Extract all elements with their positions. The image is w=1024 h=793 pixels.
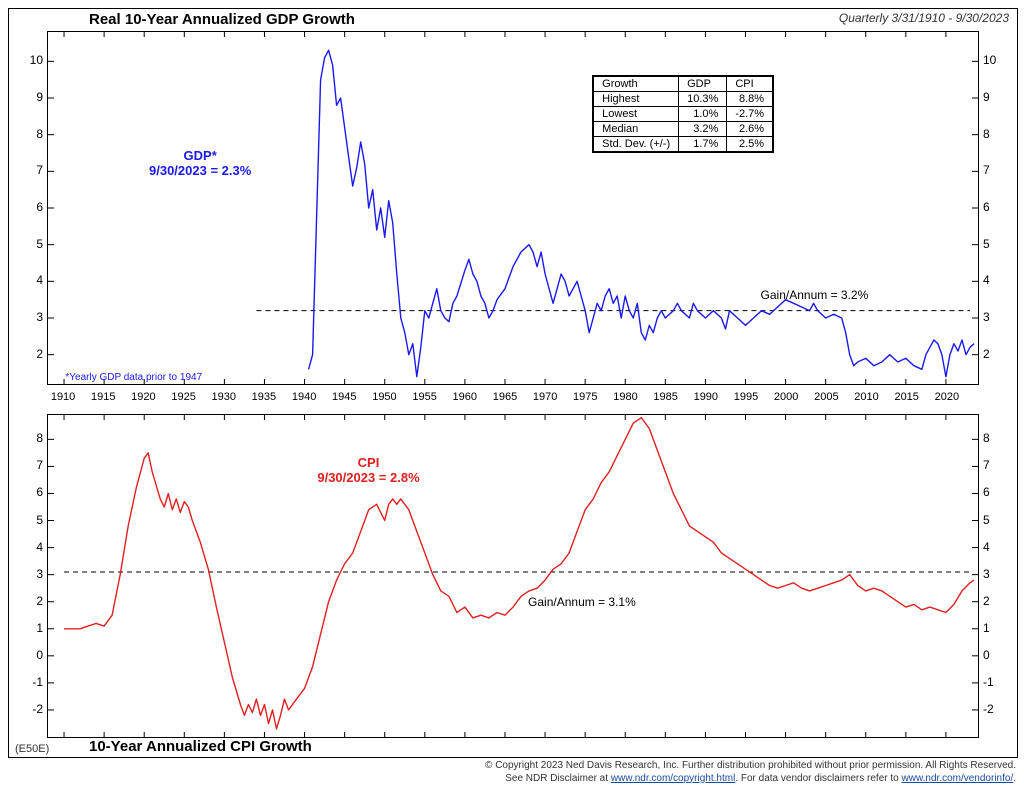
x-tick-label: 2020 xyxy=(935,391,959,403)
cpi-series-label: CPI9/30/2023 = 2.8% xyxy=(317,455,419,485)
y-tick-label: 2 xyxy=(983,594,1013,608)
x-tick-label: 1980 xyxy=(613,391,637,403)
x-tick-label: 1915 xyxy=(91,391,115,403)
copyright-line2b: . For data vendor disclaimers refer to xyxy=(735,773,901,784)
y-tick-label: 6 xyxy=(983,485,1013,499)
y-tick-label: 5 xyxy=(13,513,43,527)
y-tick-label: 8 xyxy=(983,127,1013,141)
x-tick-label: 1955 xyxy=(412,391,436,403)
chart-frame: Quarterly 3/31/1910 - 9/30/2023 Real 10-… xyxy=(8,8,1018,758)
y-tick-label: 4 xyxy=(13,273,43,287)
y-tick-label: 1 xyxy=(983,621,1013,635)
x-tick-label: 1970 xyxy=(533,391,557,403)
y-tick-label: 8 xyxy=(983,431,1013,445)
y-tick-label: 2 xyxy=(13,347,43,361)
x-tick-label: 1945 xyxy=(332,391,356,403)
y-tick-label: 3 xyxy=(13,567,43,581)
y-tick-label: -2 xyxy=(983,702,1013,716)
stats-table: GrowthGDPCPIHighest10.3%8.8%Lowest1.0%-2… xyxy=(592,75,774,153)
vendor-link[interactable]: www.ndr.com/vendorinfo/ xyxy=(902,773,1014,784)
y-tick-label: 2 xyxy=(13,594,43,608)
y-tick-label: 2 xyxy=(983,347,1013,361)
x-tick-label: 1930 xyxy=(212,391,236,403)
y-tick-label: 3 xyxy=(13,310,43,324)
gdp-panel xyxy=(47,31,979,385)
y-tick-label: -2 xyxy=(13,702,43,716)
cpi-panel xyxy=(47,414,979,738)
disclaimer-link[interactable]: www.ndr.com/copyright.html xyxy=(611,773,736,784)
y-tick-label: 9 xyxy=(13,90,43,104)
x-tick-label: 1940 xyxy=(292,391,316,403)
x-tick-label: 1960 xyxy=(453,391,477,403)
y-tick-label: 7 xyxy=(13,458,43,472)
shared-x-axis: 1910 1915 1920 1925 1930 1935 1940 1945 1950 1955… xyxy=(47,385,979,411)
top-panel-title: Real 10-Year Annualized GDP Growth xyxy=(89,11,355,28)
y-tick-label: -1 xyxy=(13,675,43,689)
y-tick-label: 0 xyxy=(983,648,1013,662)
stats-row: Std. Dev. (+/-)1.7%2.5% xyxy=(594,137,773,152)
x-tick-label: 1935 xyxy=(252,391,276,403)
x-tick-label: 1990 xyxy=(694,391,718,403)
y-tick-label: 7 xyxy=(983,458,1013,472)
y-tick-label: 6 xyxy=(13,485,43,499)
y-tick-label: 4 xyxy=(983,540,1013,554)
y-tick-label: 8 xyxy=(13,127,43,141)
copyright-line2a: See NDR Disclaimer at xyxy=(505,773,611,784)
x-tick-label: 1910 xyxy=(51,391,75,403)
stats-row: Highest10.3%8.8% xyxy=(594,92,773,107)
x-tick-label: 1975 xyxy=(573,391,597,403)
y-tick-label: -1 xyxy=(983,675,1013,689)
y-tick-label: 0 xyxy=(13,648,43,662)
y-tick-label: 6 xyxy=(13,200,43,214)
y-tick-label: 5 xyxy=(983,237,1013,251)
y-tick-label: 8 xyxy=(13,431,43,445)
x-tick-label: 1985 xyxy=(653,391,677,403)
gdp-footnote: *Yearly GDP data prior to 1947 xyxy=(65,372,202,383)
y-tick-label: 3 xyxy=(983,567,1013,581)
gdp-line-plot xyxy=(48,32,978,384)
copyright-line2c: . xyxy=(1013,773,1016,784)
gdp-gain-label: Gain/Annum = 3.2% xyxy=(761,288,869,302)
y-tick-label: 3 xyxy=(983,310,1013,324)
x-tick-label: 1925 xyxy=(171,391,195,403)
y-tick-label: 7 xyxy=(983,163,1013,177)
bottom-panel-title: 10-Year Annualized CPI Growth xyxy=(89,738,312,755)
x-tick-label: 1950 xyxy=(372,391,396,403)
y-tick-label: 5 xyxy=(13,237,43,251)
y-tick-label: 7 xyxy=(13,163,43,177)
x-tick-label: 2005 xyxy=(814,391,838,403)
x-tick-label: 1995 xyxy=(734,391,758,403)
x-tick-label: 2010 xyxy=(854,391,878,403)
x-tick-label: 2000 xyxy=(774,391,798,403)
stats-row: Lowest1.0%-2.7% xyxy=(594,107,773,122)
x-tick-label: 2015 xyxy=(894,391,918,403)
cpi-gain-label: Gain/Annum = 3.1% xyxy=(528,595,636,609)
copyright-line1: © Copyright 2023 Ned Davis Research, Inc… xyxy=(485,760,1016,771)
stats-header: Growth xyxy=(594,77,679,92)
copyright-footer: © Copyright 2023 Ned Davis Research, Inc… xyxy=(8,760,1016,785)
y-tick-label: 6 xyxy=(983,200,1013,214)
x-tick-label: 1920 xyxy=(131,391,155,403)
cpi-line-plot xyxy=(48,415,978,737)
y-tick-label: 10 xyxy=(983,53,1013,67)
y-tick-label: 10 xyxy=(13,53,43,67)
gdp-series-label: GDP*9/30/2023 = 2.3% xyxy=(149,148,251,178)
date-range-label: Quarterly 3/31/1910 - 9/30/2023 xyxy=(839,11,1009,25)
y-tick-label: 5 xyxy=(983,513,1013,527)
stats-row: Median3.2%2.6% xyxy=(594,122,773,137)
stats-header: CPI xyxy=(727,77,773,92)
y-tick-label: 9 xyxy=(983,90,1013,104)
stats-header: GDP xyxy=(679,77,727,92)
y-tick-label: 1 xyxy=(13,621,43,635)
y-tick-label: 4 xyxy=(983,273,1013,287)
chart-code-label: (E50E) xyxy=(15,743,49,755)
x-tick-label: 1965 xyxy=(493,391,517,403)
y-tick-label: 4 xyxy=(13,540,43,554)
